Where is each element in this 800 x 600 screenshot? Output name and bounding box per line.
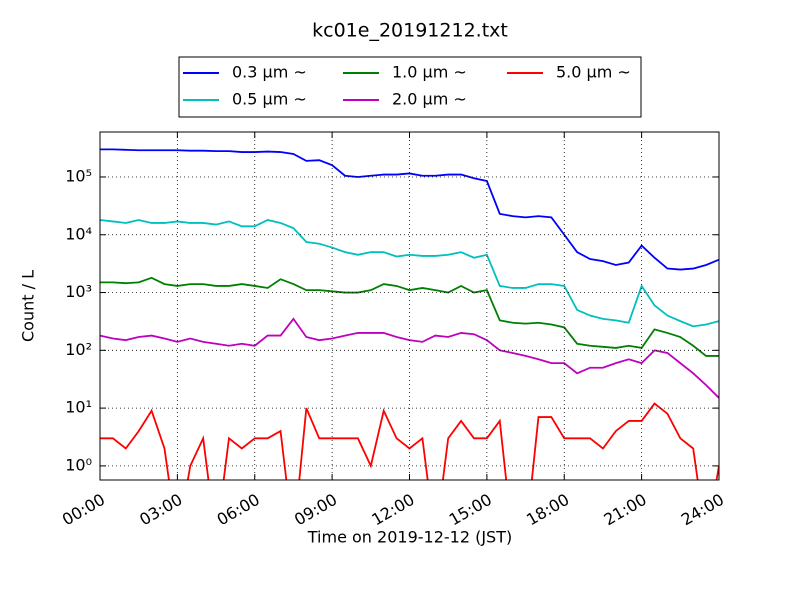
data-line (100, 219, 719, 328)
chart-title: kc01e_20191212.txt (312, 20, 508, 42)
legend-label: 2.0 μm ~ (392, 90, 467, 109)
x-axis-label: Time on 2019-12-12 (JST) (307, 528, 512, 547)
legend (178, 56, 642, 118)
y-axis-label: Count / L (19, 270, 38, 342)
y-tick-label: 10¹ (65, 398, 92, 417)
y-tick-label: 10⁵ (65, 166, 92, 185)
legend-label: 0.3 μm ~ (232, 63, 307, 82)
legend-label: 5.0 μm ~ (556, 63, 631, 82)
y-tick-label: 10⁰ (65, 455, 92, 474)
data-line (100, 276, 719, 357)
y-tick-label: 10³ (65, 282, 92, 301)
data-line (100, 148, 719, 271)
legend-label: 0.5 μm ~ (232, 90, 307, 109)
y-tick-label: 10² (65, 340, 92, 359)
legend-label: 1.0 μm ~ (392, 63, 467, 82)
y-tick-label: 10⁴ (65, 224, 92, 243)
